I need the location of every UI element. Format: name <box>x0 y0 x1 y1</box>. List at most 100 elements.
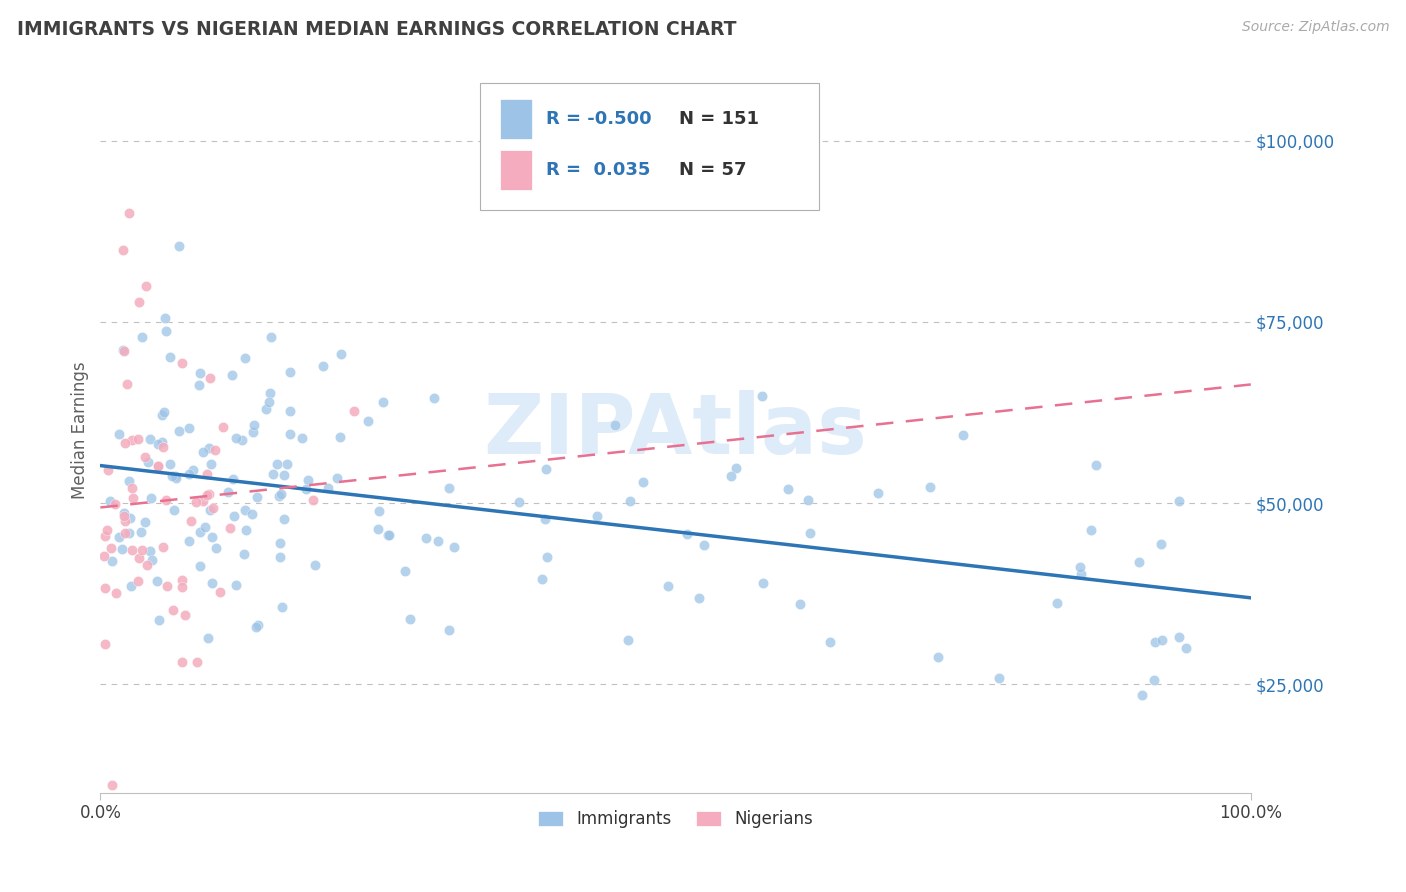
Point <box>118 474 141 488</box>
Point <box>162 603 184 617</box>
Point <box>160 468 183 483</box>
Point <box>720 469 742 483</box>
Point <box>197 467 219 481</box>
Point <box>693 538 716 552</box>
Point <box>302 493 325 508</box>
Point <box>219 521 242 535</box>
Point <box>1144 634 1167 648</box>
Point <box>148 459 170 474</box>
Point <box>245 620 267 634</box>
Point <box>225 577 247 591</box>
Point <box>114 526 136 541</box>
Point <box>127 574 149 589</box>
Point <box>139 491 162 505</box>
Point <box>186 656 208 670</box>
Point <box>1143 673 1166 688</box>
Text: R =  0.035: R = 0.035 <box>546 161 650 179</box>
Point <box>343 403 366 417</box>
Point <box>94 637 117 651</box>
Point <box>177 467 200 482</box>
Point <box>326 470 349 484</box>
Point <box>312 359 335 373</box>
Point <box>136 455 159 469</box>
Point <box>290 431 312 445</box>
Point <box>138 432 160 446</box>
Point <box>221 368 243 383</box>
Point <box>155 492 177 507</box>
Point <box>201 576 224 591</box>
Point <box>118 206 141 220</box>
Point <box>617 633 640 648</box>
Point <box>152 405 174 419</box>
Point <box>508 495 530 509</box>
Point <box>114 435 136 450</box>
Point <box>304 558 326 573</box>
Point <box>225 432 247 446</box>
Point <box>93 549 115 563</box>
Point <box>586 509 609 524</box>
Point <box>127 432 149 446</box>
Point <box>789 597 811 611</box>
Text: IMMIGRANTS VS NIGERIAN MEDIAN EARNINGS CORRELATION CHART: IMMIGRANTS VS NIGERIAN MEDIAN EARNINGS C… <box>17 20 737 38</box>
Point <box>118 511 141 525</box>
Point <box>98 493 121 508</box>
Point <box>437 623 460 637</box>
Point <box>101 779 124 793</box>
Point <box>128 294 150 309</box>
Point <box>245 490 267 504</box>
Point <box>1152 633 1174 648</box>
Point <box>751 389 773 403</box>
Point <box>534 462 557 476</box>
Point <box>135 278 157 293</box>
Point <box>114 514 136 528</box>
Point <box>139 544 162 558</box>
Point <box>131 330 153 344</box>
Point <box>181 462 204 476</box>
Point <box>104 586 127 600</box>
Point <box>619 493 641 508</box>
Point <box>205 541 228 555</box>
Point <box>197 632 219 646</box>
Point <box>1085 458 1108 473</box>
Point <box>1168 493 1191 508</box>
Point <box>266 457 288 471</box>
Point <box>240 507 263 521</box>
Point <box>920 479 942 493</box>
Point <box>195 488 218 502</box>
Point <box>170 581 193 595</box>
Point <box>191 494 214 508</box>
Point <box>177 421 200 435</box>
Point <box>257 395 280 409</box>
Point <box>200 503 222 517</box>
Point <box>295 483 318 497</box>
Point <box>198 441 221 455</box>
Point <box>217 485 239 500</box>
Point <box>603 418 626 433</box>
Point <box>329 430 352 444</box>
Point <box>111 541 134 556</box>
Text: R = -0.500: R = -0.500 <box>546 111 651 128</box>
Point <box>1167 630 1189 644</box>
Point <box>112 243 135 257</box>
Point <box>357 414 380 428</box>
Point <box>131 543 153 558</box>
Point <box>796 493 818 508</box>
Point <box>128 550 150 565</box>
FancyBboxPatch shape <box>499 150 531 190</box>
Point <box>273 512 295 526</box>
Point <box>129 525 152 540</box>
Point <box>180 514 202 528</box>
Point <box>262 467 284 481</box>
Point <box>399 612 422 626</box>
Point <box>1069 560 1091 574</box>
Point <box>112 506 135 520</box>
Point <box>1130 689 1153 703</box>
FancyBboxPatch shape <box>499 99 531 139</box>
Point <box>191 444 214 458</box>
Point <box>190 559 212 574</box>
Point <box>316 481 339 495</box>
Point <box>1070 567 1092 582</box>
Point <box>184 495 207 509</box>
Point <box>204 443 226 458</box>
Point <box>423 392 446 406</box>
